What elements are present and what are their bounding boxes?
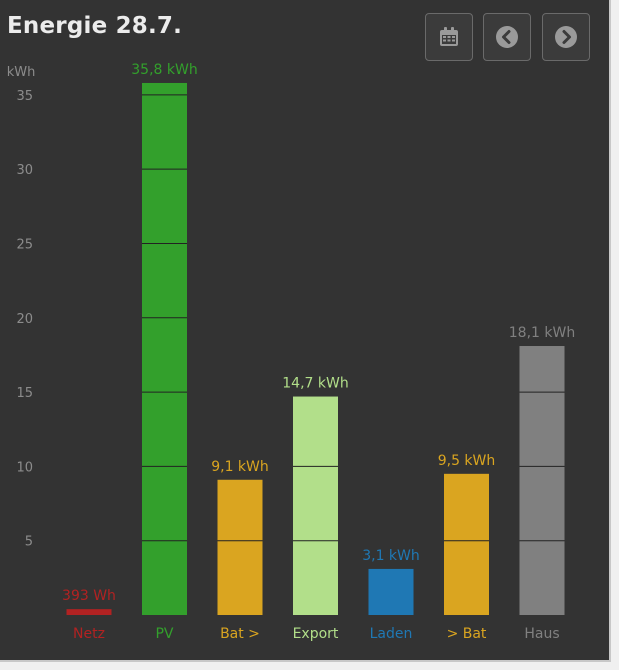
calendar-button[interactable]: [425, 13, 473, 61]
chevron-right-icon: [555, 26, 577, 48]
page-title: Energie 28.7.: [7, 13, 183, 39]
bar-value-label: 35,8 kWh: [131, 62, 197, 78]
bar[interactable]: [293, 396, 338, 615]
bar-value-label: 18,1 kWh: [509, 325, 575, 341]
bar-value-label: 14,7 kWh: [282, 376, 348, 392]
bar-value-label: 393 Wh: [62, 588, 116, 604]
y-tick-label: 30: [16, 163, 33, 178]
bar[interactable]: [444, 473, 489, 615]
bar[interactable]: [368, 568, 414, 615]
x-category-label: Export: [293, 626, 339, 642]
bar[interactable]: [217, 479, 263, 615]
calendar-icon: [440, 27, 458, 46]
energy-bar-chart: kWh 5 10 15 20 25 30 35 393 Wh Netz 35,8 kWh PV 9,1 …: [7, 62, 576, 642]
chevron-left-icon: [496, 26, 518, 48]
y-tick-label: 15: [16, 386, 33, 401]
y-tick-label: 10: [16, 460, 33, 475]
bar[interactable]: [66, 609, 112, 615]
x-category-label: Bat >: [220, 626, 260, 642]
y-tick-label: 35: [16, 89, 33, 104]
y-tick-label: 5: [25, 535, 33, 550]
bar-value-label: 9,1 kWh: [211, 459, 269, 475]
previous-day-button[interactable]: [483, 13, 531, 61]
bar[interactable]: [142, 82, 187, 615]
y-tick-label: 25: [16, 237, 33, 252]
x-category-label: Haus: [524, 626, 559, 642]
y-tick-label: 20: [16, 312, 33, 327]
y-axis-label: kWh: [7, 65, 36, 80]
bar-value-label: 3,1 kWh: [362, 548, 420, 564]
next-day-button[interactable]: [542, 13, 590, 61]
x-category-label: Netz: [73, 626, 105, 642]
x-category-label: > Bat: [447, 626, 487, 642]
bar[interactable]: [519, 346, 565, 615]
bar-value-label: 9,5 kWh: [438, 453, 496, 469]
energy-panel: Energie 28.7. kWh 5 10 15 20 25 30 35 393 Wh Netz…: [0, 0, 611, 662]
x-category-label: Laden: [370, 626, 413, 642]
x-category-label: PV: [155, 626, 173, 642]
